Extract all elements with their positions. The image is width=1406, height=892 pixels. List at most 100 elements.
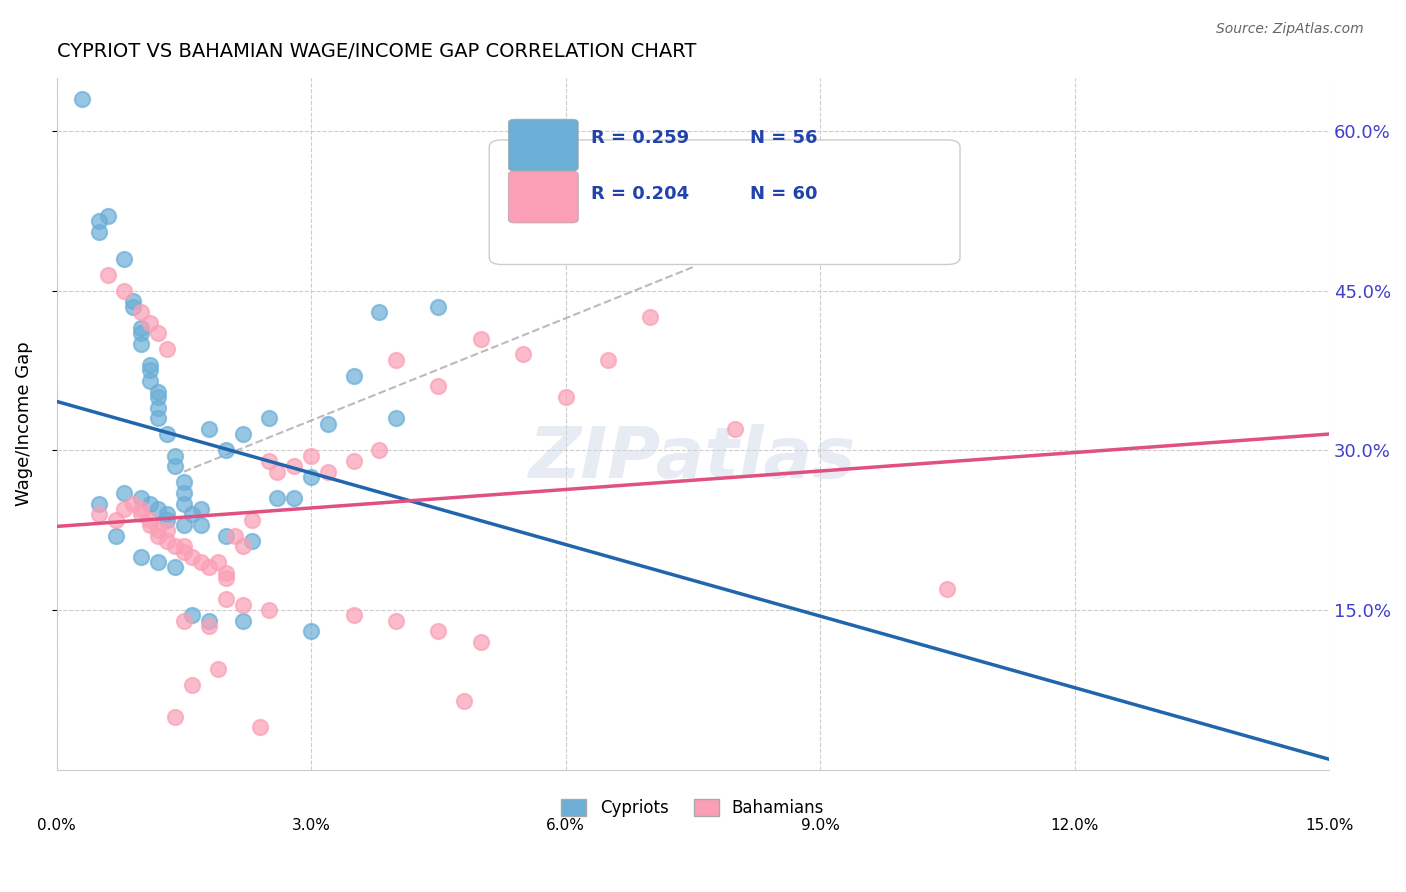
Point bbox=[198, 619, 221, 633]
Point bbox=[181, 678, 204, 692]
Point bbox=[148, 411, 170, 425]
Point bbox=[427, 300, 450, 314]
Point bbox=[232, 614, 254, 628]
Text: 15.0%: 15.0% bbox=[1305, 818, 1353, 833]
Point bbox=[131, 336, 153, 351]
Point bbox=[173, 486, 195, 500]
Text: 9.0%: 9.0% bbox=[800, 818, 839, 833]
Point bbox=[114, 486, 136, 500]
Point bbox=[342, 368, 364, 383]
Point bbox=[165, 539, 187, 553]
Text: ZIPatlas: ZIPatlas bbox=[529, 424, 856, 493]
Point bbox=[512, 347, 534, 361]
Point bbox=[215, 528, 238, 542]
Point bbox=[181, 508, 204, 522]
Text: CYPRIOT VS BAHAMIAN WAGE/INCOME GAP CORRELATION CHART: CYPRIOT VS BAHAMIAN WAGE/INCOME GAP CORR… bbox=[56, 42, 696, 61]
Point bbox=[156, 523, 179, 537]
Point bbox=[554, 390, 576, 404]
FancyBboxPatch shape bbox=[509, 120, 578, 171]
Point bbox=[173, 517, 195, 532]
Text: 0.0%: 0.0% bbox=[37, 818, 76, 833]
Point bbox=[470, 332, 492, 346]
Point bbox=[215, 592, 238, 607]
FancyBboxPatch shape bbox=[509, 171, 578, 223]
Point bbox=[122, 497, 145, 511]
Point bbox=[131, 502, 153, 516]
Point bbox=[207, 555, 229, 569]
Point bbox=[114, 252, 136, 266]
Point bbox=[368, 443, 391, 458]
Point bbox=[104, 512, 127, 526]
Point bbox=[131, 305, 153, 319]
Point bbox=[148, 523, 170, 537]
Point bbox=[139, 512, 162, 526]
Point bbox=[131, 549, 153, 564]
Point bbox=[148, 502, 170, 516]
Point bbox=[165, 449, 187, 463]
FancyBboxPatch shape bbox=[489, 140, 960, 265]
Point bbox=[266, 465, 288, 479]
Point bbox=[283, 491, 305, 506]
Point bbox=[139, 497, 162, 511]
Point bbox=[131, 326, 153, 341]
Text: 6.0%: 6.0% bbox=[546, 818, 585, 833]
Point bbox=[283, 459, 305, 474]
Point bbox=[342, 454, 364, 468]
Point bbox=[190, 517, 212, 532]
Point bbox=[232, 427, 254, 442]
Point bbox=[724, 422, 747, 436]
Point bbox=[70, 92, 93, 106]
Point bbox=[165, 560, 187, 574]
Point bbox=[173, 614, 195, 628]
Point bbox=[596, 352, 619, 367]
Point bbox=[215, 443, 238, 458]
Point bbox=[148, 326, 170, 341]
Point bbox=[87, 497, 110, 511]
Point bbox=[114, 502, 136, 516]
Point bbox=[299, 624, 322, 639]
Text: Source: ZipAtlas.com: Source: ZipAtlas.com bbox=[1216, 22, 1364, 37]
Y-axis label: Wage/Income Gap: Wage/Income Gap bbox=[15, 342, 32, 506]
Point bbox=[342, 608, 364, 623]
Point bbox=[148, 401, 170, 415]
Point bbox=[87, 225, 110, 239]
Point bbox=[232, 598, 254, 612]
Point bbox=[131, 321, 153, 335]
Point bbox=[240, 533, 263, 548]
Point bbox=[173, 539, 195, 553]
Point bbox=[96, 268, 118, 282]
Point bbox=[936, 582, 959, 596]
Point bbox=[139, 316, 162, 330]
Text: N = 60: N = 60 bbox=[749, 185, 817, 202]
Point bbox=[87, 214, 110, 228]
Point bbox=[181, 608, 204, 623]
Text: R = 0.204: R = 0.204 bbox=[591, 185, 689, 202]
Point bbox=[257, 411, 280, 425]
Point bbox=[148, 390, 170, 404]
Text: 12.0%: 12.0% bbox=[1050, 818, 1098, 833]
Point bbox=[240, 512, 263, 526]
Point bbox=[156, 342, 179, 356]
Point bbox=[368, 305, 391, 319]
Point bbox=[122, 294, 145, 309]
Point bbox=[173, 475, 195, 490]
Point bbox=[190, 555, 212, 569]
Point bbox=[198, 614, 221, 628]
Point bbox=[139, 358, 162, 372]
Point bbox=[207, 662, 229, 676]
Point bbox=[165, 459, 187, 474]
Point bbox=[148, 384, 170, 399]
Point bbox=[131, 508, 153, 522]
Point bbox=[316, 465, 339, 479]
Point bbox=[156, 427, 179, 442]
Point bbox=[139, 517, 162, 532]
Point bbox=[266, 491, 288, 506]
Point bbox=[640, 310, 662, 325]
Point bbox=[385, 411, 408, 425]
Point bbox=[257, 603, 280, 617]
Legend: Cypriots, Bahamians: Cypriots, Bahamians bbox=[555, 792, 831, 824]
Point bbox=[131, 491, 153, 506]
Point bbox=[427, 379, 450, 393]
Point bbox=[215, 566, 238, 580]
Text: N = 56: N = 56 bbox=[749, 129, 817, 147]
